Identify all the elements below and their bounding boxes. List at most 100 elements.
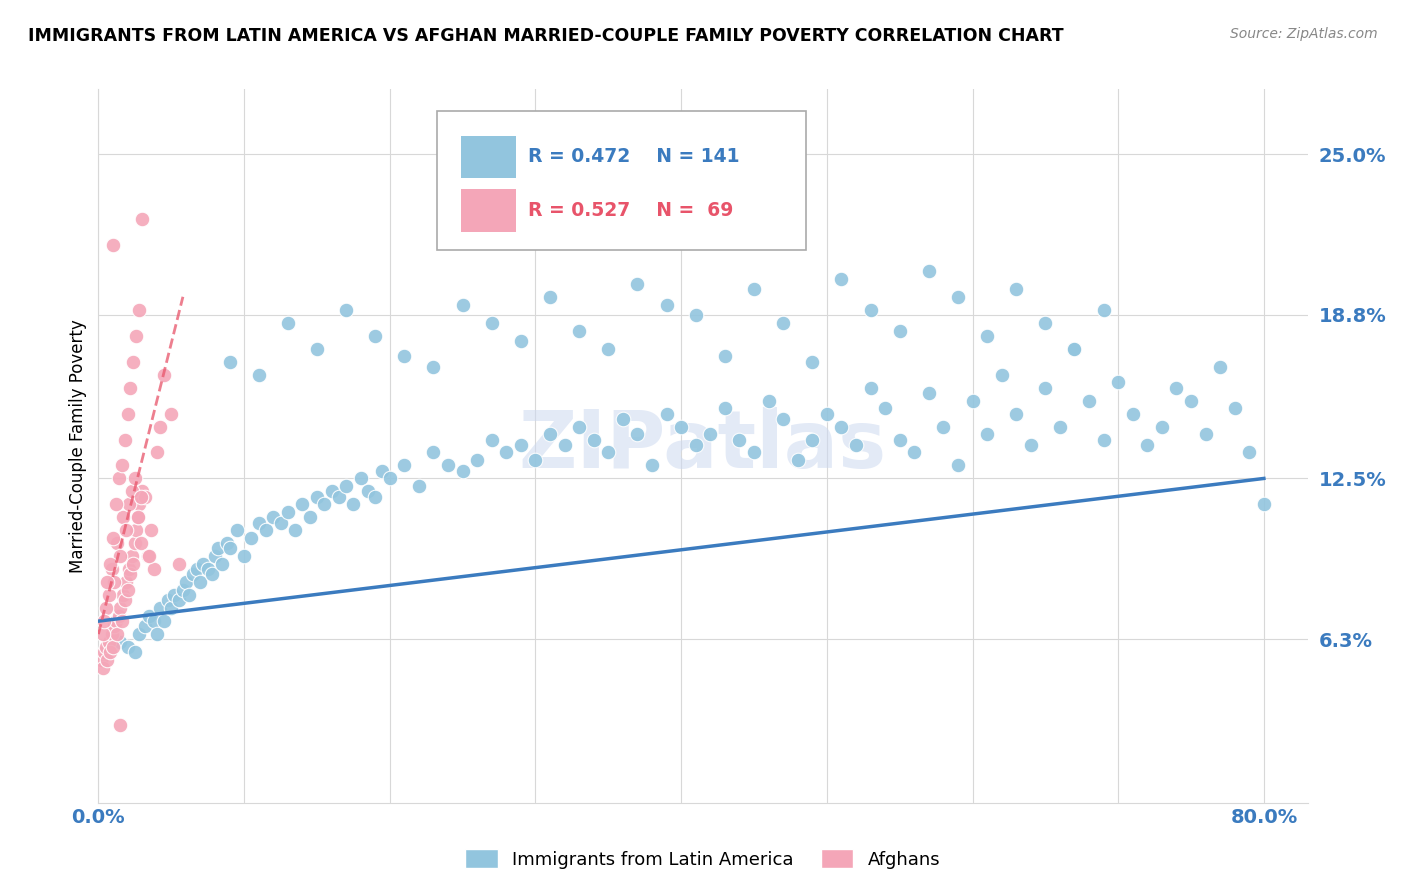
Point [422,359,444,374]
Point [1239,445,1261,459]
Point [118,497,141,511]
Point [394,350,416,364]
Point [524,453,547,467]
Point [364,328,387,343]
Point [284,524,307,538]
Point [160,601,183,615]
Point [976,328,998,343]
Point [962,393,984,408]
Point [128,627,150,641]
Point [124,471,146,485]
Point [124,645,146,659]
Point [298,510,321,524]
Point [125,328,148,343]
Point [125,524,148,538]
Point [314,497,336,511]
Point [174,575,197,590]
Point [142,562,165,576]
Point [149,601,172,615]
Point [845,438,868,452]
Point [451,297,474,311]
Point [96,575,118,590]
Point [207,541,229,556]
Point [321,484,343,499]
Point [145,627,167,641]
Point [509,334,531,348]
Point [108,609,131,624]
Point [201,567,224,582]
Point [122,354,145,368]
Point [108,471,131,485]
Point [990,368,1012,382]
Point [946,290,969,304]
Point [465,453,488,467]
Point [90,653,112,667]
Point [1150,419,1173,434]
Point [350,471,373,485]
Point [357,484,380,499]
Point [786,453,808,467]
Point [115,524,138,538]
Point [94,640,117,654]
Point [1092,433,1115,447]
Point [98,557,121,571]
Point [247,516,270,530]
Point [758,393,780,408]
Point [1005,407,1028,421]
Point [568,324,591,338]
Point [163,588,186,602]
Point [612,411,634,425]
Point [1253,497,1275,511]
Point [305,490,328,504]
Point [121,549,143,564]
Point [262,510,284,524]
Point [626,277,648,291]
Point [422,445,444,459]
Point [101,238,124,252]
Point [120,567,142,582]
Point [186,562,208,576]
Point [181,567,204,582]
Point [93,645,115,659]
Point [889,433,911,447]
Point [172,582,194,597]
Point [371,464,394,478]
Point [190,575,212,590]
Point [118,562,141,576]
Point [167,593,190,607]
Point [120,381,142,395]
Point [830,271,852,285]
Point [1107,376,1129,390]
Point [1092,302,1115,317]
Point [110,549,132,564]
Text: R = 0.472    N = 141: R = 0.472 N = 141 [527,147,740,166]
Point [153,368,176,382]
Point [699,427,721,442]
Point [114,433,136,447]
Point [122,557,145,571]
Point [598,445,620,459]
Point [121,484,143,499]
FancyBboxPatch shape [437,111,806,250]
Text: IMMIGRANTS FROM LATIN AMERICA VS AFGHAN MARRIED-COUPLE FAMILY POVERTY CORRELATIO: IMMIGRANTS FROM LATIN AMERICA VS AFGHAN … [28,27,1064,45]
Point [101,531,124,545]
Point [932,419,955,434]
Point [335,479,357,493]
Point [669,419,692,434]
FancyBboxPatch shape [461,136,516,178]
Point [153,614,176,628]
Point [91,627,114,641]
Point [1063,342,1085,356]
Point [277,316,299,330]
Point [167,557,190,571]
Point [714,401,737,416]
Point [127,510,149,524]
Point [117,640,139,654]
Point [124,536,146,550]
Point [254,524,277,538]
Point [685,438,707,452]
Point [481,316,503,330]
Point [129,490,152,504]
Point [408,479,430,493]
Point [270,516,292,530]
